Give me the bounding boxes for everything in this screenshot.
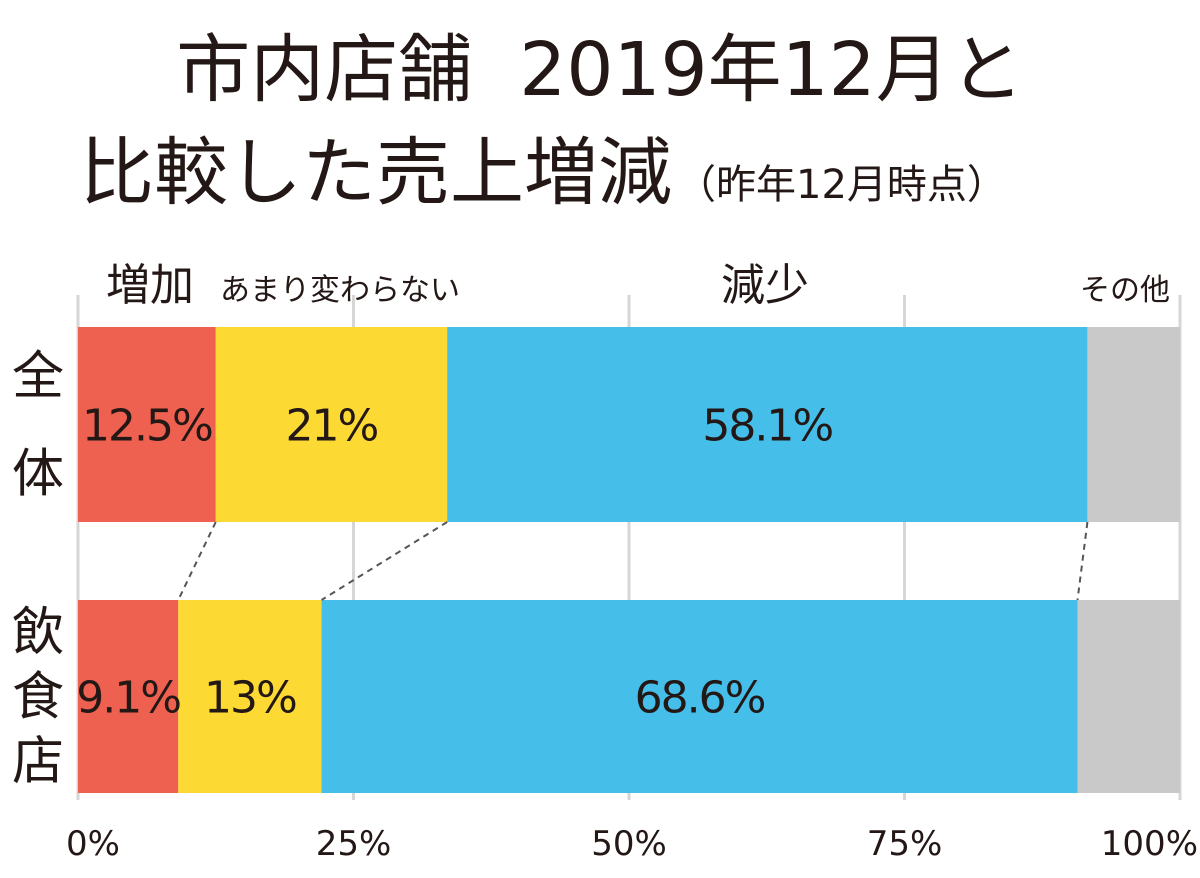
x-tick-label: 0% <box>66 824 120 864</box>
chart-title-line2: 比較した売上増減 （昨年12月時点） <box>80 130 1007 216</box>
x-tick-label: 50% <box>591 824 667 864</box>
x-tick-label: 100% <box>1101 824 1198 864</box>
x-tick-label: 25% <box>316 824 392 864</box>
data-label: 13% <box>204 673 296 724</box>
bar-segment <box>1077 600 1180 793</box>
legend-label: 減少 <box>721 260 809 311</box>
bar-segment <box>78 600 179 793</box>
data-label: 12.5% <box>82 401 212 452</box>
row-label-char: 全 <box>12 347 64 407</box>
legend-label: あまり変わらない <box>220 273 460 308</box>
chart-title-line1: 市内店舗 2019年12月と <box>176 27 1024 113</box>
bar-segment <box>321 600 1078 793</box>
row-label-char: 体 <box>12 444 64 504</box>
bar-segment <box>215 327 448 522</box>
connector-line <box>177 521 217 601</box>
row-label-char: 食 <box>12 668 64 728</box>
legend-label: その他 <box>1080 273 1170 308</box>
chart-subtitle: （昨年12月時点） <box>676 162 1007 208</box>
data-label: 58.1% <box>702 401 832 452</box>
row-label-char: 店 <box>12 732 64 792</box>
bar-segment <box>447 327 1088 522</box>
data-label: 21% <box>286 401 378 452</box>
data-label: 9.1% <box>76 673 180 724</box>
row-label-char: 飲 <box>12 603 64 663</box>
bar-segment <box>78 327 216 522</box>
chart-title-main: 比較した売上増減 <box>80 130 672 216</box>
connector-line <box>321 521 448 601</box>
data-label: 68.6% <box>635 673 765 724</box>
bar-segment <box>1087 327 1180 522</box>
bar-segment <box>178 600 322 793</box>
x-tick-label: 75% <box>867 824 943 864</box>
legend-label: 増加 <box>106 260 194 311</box>
connector-line <box>1076 521 1089 601</box>
